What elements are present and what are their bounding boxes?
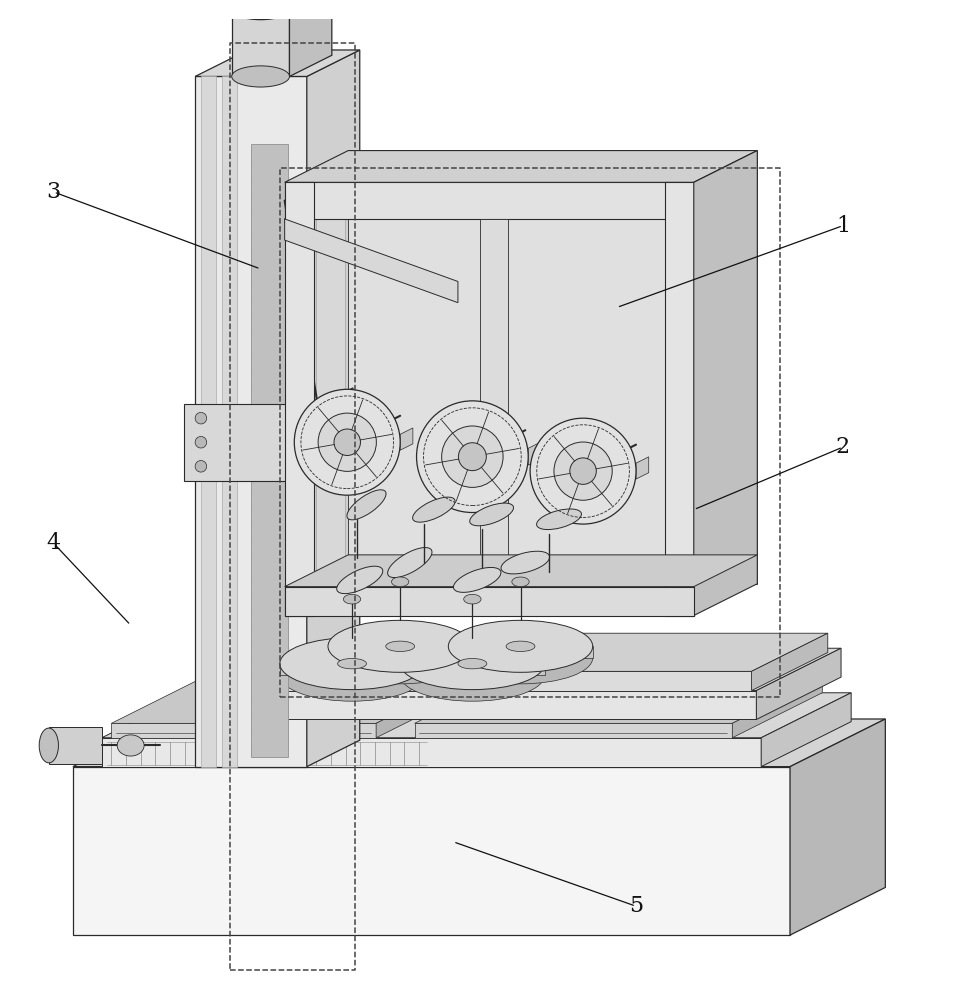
Polygon shape [348, 151, 758, 584]
Polygon shape [762, 693, 851, 767]
Polygon shape [321, 388, 353, 481]
Polygon shape [284, 151, 758, 182]
Polygon shape [665, 182, 694, 616]
Text: 2: 2 [836, 436, 850, 458]
Ellipse shape [386, 641, 415, 652]
Polygon shape [694, 151, 758, 219]
Polygon shape [528, 442, 541, 465]
Polygon shape [400, 428, 413, 450]
Ellipse shape [231, 66, 289, 87]
Ellipse shape [464, 594, 481, 604]
Polygon shape [790, 719, 885, 935]
Polygon shape [183, 404, 321, 481]
Ellipse shape [294, 389, 400, 495]
Polygon shape [251, 144, 287, 757]
Polygon shape [694, 151, 758, 616]
Ellipse shape [448, 632, 593, 684]
Ellipse shape [554, 442, 612, 500]
Ellipse shape [318, 413, 376, 471]
Polygon shape [112, 723, 376, 738]
Polygon shape [201, 76, 216, 767]
Polygon shape [280, 691, 757, 719]
Polygon shape [636, 457, 649, 479]
Text: 1: 1 [836, 215, 850, 237]
Polygon shape [284, 587, 694, 616]
Polygon shape [49, 727, 102, 764]
Ellipse shape [343, 594, 361, 604]
Polygon shape [757, 648, 841, 719]
Ellipse shape [506, 641, 535, 652]
Polygon shape [195, 50, 360, 76]
Polygon shape [415, 723, 733, 738]
Polygon shape [307, 50, 360, 767]
Ellipse shape [347, 490, 386, 520]
Ellipse shape [337, 658, 366, 669]
Polygon shape [73, 767, 790, 935]
Polygon shape [316, 203, 345, 600]
Polygon shape [112, 678, 467, 723]
Polygon shape [284, 219, 458, 303]
Ellipse shape [442, 426, 503, 487]
Ellipse shape [336, 566, 383, 594]
Ellipse shape [400, 638, 545, 690]
Ellipse shape [280, 649, 424, 701]
Ellipse shape [453, 567, 501, 592]
Polygon shape [752, 633, 828, 691]
Text: 3: 3 [46, 181, 61, 203]
Circle shape [195, 461, 206, 472]
Polygon shape [284, 633, 828, 671]
Circle shape [195, 412, 206, 424]
Polygon shape [284, 671, 752, 691]
Ellipse shape [537, 509, 581, 530]
Polygon shape [280, 664, 424, 675]
Ellipse shape [328, 620, 472, 672]
Ellipse shape [413, 497, 455, 522]
Ellipse shape [448, 620, 593, 672]
Polygon shape [328, 646, 472, 658]
Ellipse shape [328, 632, 472, 684]
Polygon shape [480, 219, 508, 616]
Ellipse shape [469, 503, 514, 526]
Polygon shape [222, 76, 237, 767]
Polygon shape [284, 182, 694, 219]
Ellipse shape [512, 577, 529, 587]
Polygon shape [280, 648, 841, 691]
Ellipse shape [388, 548, 432, 578]
Polygon shape [415, 678, 822, 723]
Ellipse shape [118, 735, 145, 756]
Ellipse shape [280, 638, 424, 690]
Polygon shape [289, 0, 332, 76]
Ellipse shape [501, 551, 549, 574]
Ellipse shape [458, 658, 487, 669]
Ellipse shape [391, 577, 409, 587]
Circle shape [334, 429, 361, 455]
Text: 5: 5 [629, 895, 643, 917]
Polygon shape [195, 76, 307, 767]
Ellipse shape [416, 401, 528, 513]
Circle shape [195, 436, 206, 448]
Polygon shape [400, 664, 545, 675]
Ellipse shape [40, 728, 59, 763]
Ellipse shape [231, 0, 289, 20]
Circle shape [459, 443, 486, 471]
Polygon shape [284, 182, 313, 616]
Polygon shape [376, 678, 467, 738]
Polygon shape [448, 646, 593, 658]
Polygon shape [73, 719, 885, 767]
Text: 4: 4 [46, 532, 61, 554]
Polygon shape [231, 9, 289, 76]
Circle shape [570, 458, 597, 484]
Ellipse shape [400, 649, 545, 701]
Polygon shape [102, 738, 762, 767]
Polygon shape [102, 693, 851, 738]
Ellipse shape [530, 418, 636, 524]
Polygon shape [284, 555, 758, 587]
Polygon shape [733, 678, 822, 738]
